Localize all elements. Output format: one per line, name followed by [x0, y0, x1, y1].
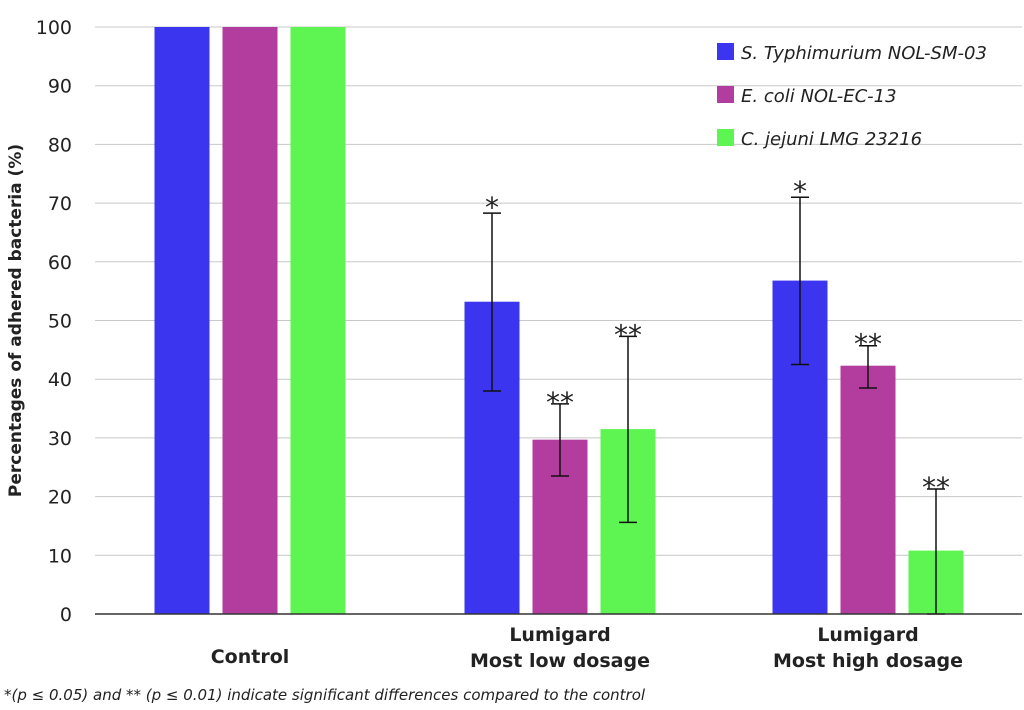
significance-marker: ** — [614, 318, 642, 351]
error-bars — [483, 196, 945, 615]
significance-marker: ** — [546, 386, 574, 419]
y-tick-label: 20 — [48, 487, 72, 509]
legend-entry: S. Typhimurium NOL-SM-03 — [741, 43, 987, 64]
y-axis-ticks: 0 10 20 30 40 50 60 70 80 90 100 — [36, 17, 72, 626]
bar — [840, 365, 896, 614]
y-tick-label: 30 — [48, 428, 72, 450]
y-tick-label: 50 — [48, 311, 72, 333]
significance-marker: ** — [854, 328, 882, 361]
y-tick-label: 10 — [48, 545, 72, 567]
legend-entry: E. coli NOL-EC-13 — [741, 86, 897, 107]
bar — [290, 27, 346, 614]
significance-marker: ** — [922, 471, 950, 504]
y-tick-label: 0 — [60, 604, 72, 626]
y-tick-label: 90 — [48, 76, 72, 98]
bar — [154, 27, 210, 614]
significance-marker: * — [485, 191, 499, 224]
category-label: Lumigard — [817, 624, 918, 646]
significance-marker: * — [793, 175, 807, 208]
category-labels: Control Lumigard Most low dosage Lumigard Mo… — [211, 624, 963, 672]
y-tick-label: 40 — [48, 369, 72, 391]
legend: S. Typhimurium NOL-SM-03 E. coli NOL-EC-1… — [717, 43, 987, 150]
legend-swatch — [717, 86, 734, 103]
legend-swatch — [717, 43, 734, 60]
y-tick-label: 60 — [48, 252, 72, 274]
y-tick-label: 80 — [48, 134, 72, 156]
y-tick-label: 70 — [48, 193, 72, 215]
category-label: Most low dosage — [470, 650, 650, 672]
category-label: Most high dosage — [773, 650, 963, 672]
bar — [222, 27, 278, 614]
footnote: *(p ≤ 0.05) and ** (p ≤ 0.01) indicate s… — [4, 686, 646, 704]
category-label: Control — [211, 646, 290, 668]
significance-markers: * ********* — [485, 175, 950, 504]
category-label: Lumigard — [509, 624, 610, 646]
bars — [154, 27, 964, 614]
y-axis-label: Percentages of adhered bacteria (%) — [6, 144, 26, 497]
y-tick-label: 100 — [36, 17, 72, 39]
legend-swatch — [717, 129, 734, 146]
legend-entry: C. jejuni LMG 23216 — [741, 129, 922, 150]
